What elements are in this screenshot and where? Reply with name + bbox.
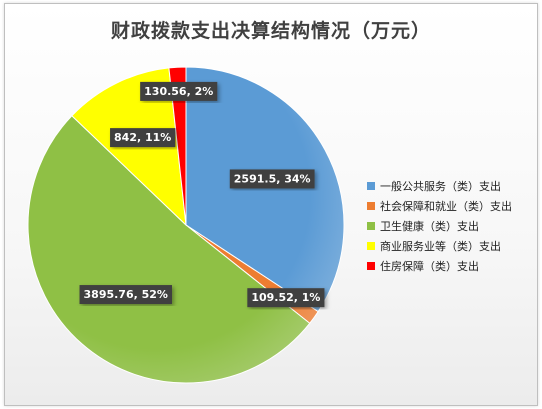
data-label-text: 130.56, 2%: [144, 85, 213, 98]
data-label: 3895.76, 52%: [79, 285, 172, 305]
data-label: 130.56, 2%: [140, 81, 218, 101]
chart-title: 财政拨款支出决算结构情况（万元）: [110, 20, 431, 42]
legend-item: 社会保障和就业（类）支出: [367, 196, 533, 216]
chart-frame: 财政拨款支出决算结构情况（万元） 2591.5, 34% 109.52, 1% 38…: [4, 3, 538, 406]
data-label-text: 2591.5, 34%: [234, 172, 311, 185]
data-label: 842, 11%: [110, 128, 176, 148]
data-label-text: 109.52, 1%: [251, 291, 320, 304]
legend-item: 住房保障（类）支出: [367, 256, 533, 276]
data-label-box: [229, 169, 315, 189]
data-label-text: 842, 11%: [114, 131, 171, 144]
legend-label: 社会保障和就业（类）支出: [380, 200, 512, 213]
legend-swatch: [367, 182, 375, 190]
legend-item: 商业服务业等（类）支出: [367, 236, 533, 256]
legend-label: 一般公共服务（类）支出: [380, 180, 501, 193]
data-label-text: 3895.76, 52%: [84, 288, 168, 301]
legend-swatch: [367, 222, 375, 230]
data-label: 109.52, 1%: [247, 288, 325, 308]
pie-chart: 2591.5, 34% 109.52, 1% 3895.76, 52% 842, 11…: [27, 66, 345, 384]
legend-item: 卫生健康（类）支出: [367, 216, 533, 236]
pie-slice: [27, 115, 311, 384]
legend-item: 一般公共服务（类）支出: [367, 176, 533, 196]
data-label-box: [110, 128, 176, 148]
legend-swatch: [367, 262, 375, 270]
legend-swatch: [367, 242, 375, 250]
data-label-box: [140, 81, 218, 101]
data-label-box: [79, 285, 172, 305]
legend-label: 住房保障（类）支出: [380, 260, 479, 273]
data-label: 2591.5, 34%: [229, 169, 315, 189]
legend-swatch: [367, 202, 375, 210]
pie-slice: [168, 66, 187, 226]
legend-label: 商业服务业等（类）支出: [380, 240, 501, 253]
legend-label: 卫生健康（类）支出: [380, 220, 479, 233]
chart-legend: 一般公共服务（类）支出 社会保障和就业（类）支出 卫生健康（类）支出商业服务业等（类…: [367, 176, 533, 276]
data-label-box: [247, 288, 325, 308]
